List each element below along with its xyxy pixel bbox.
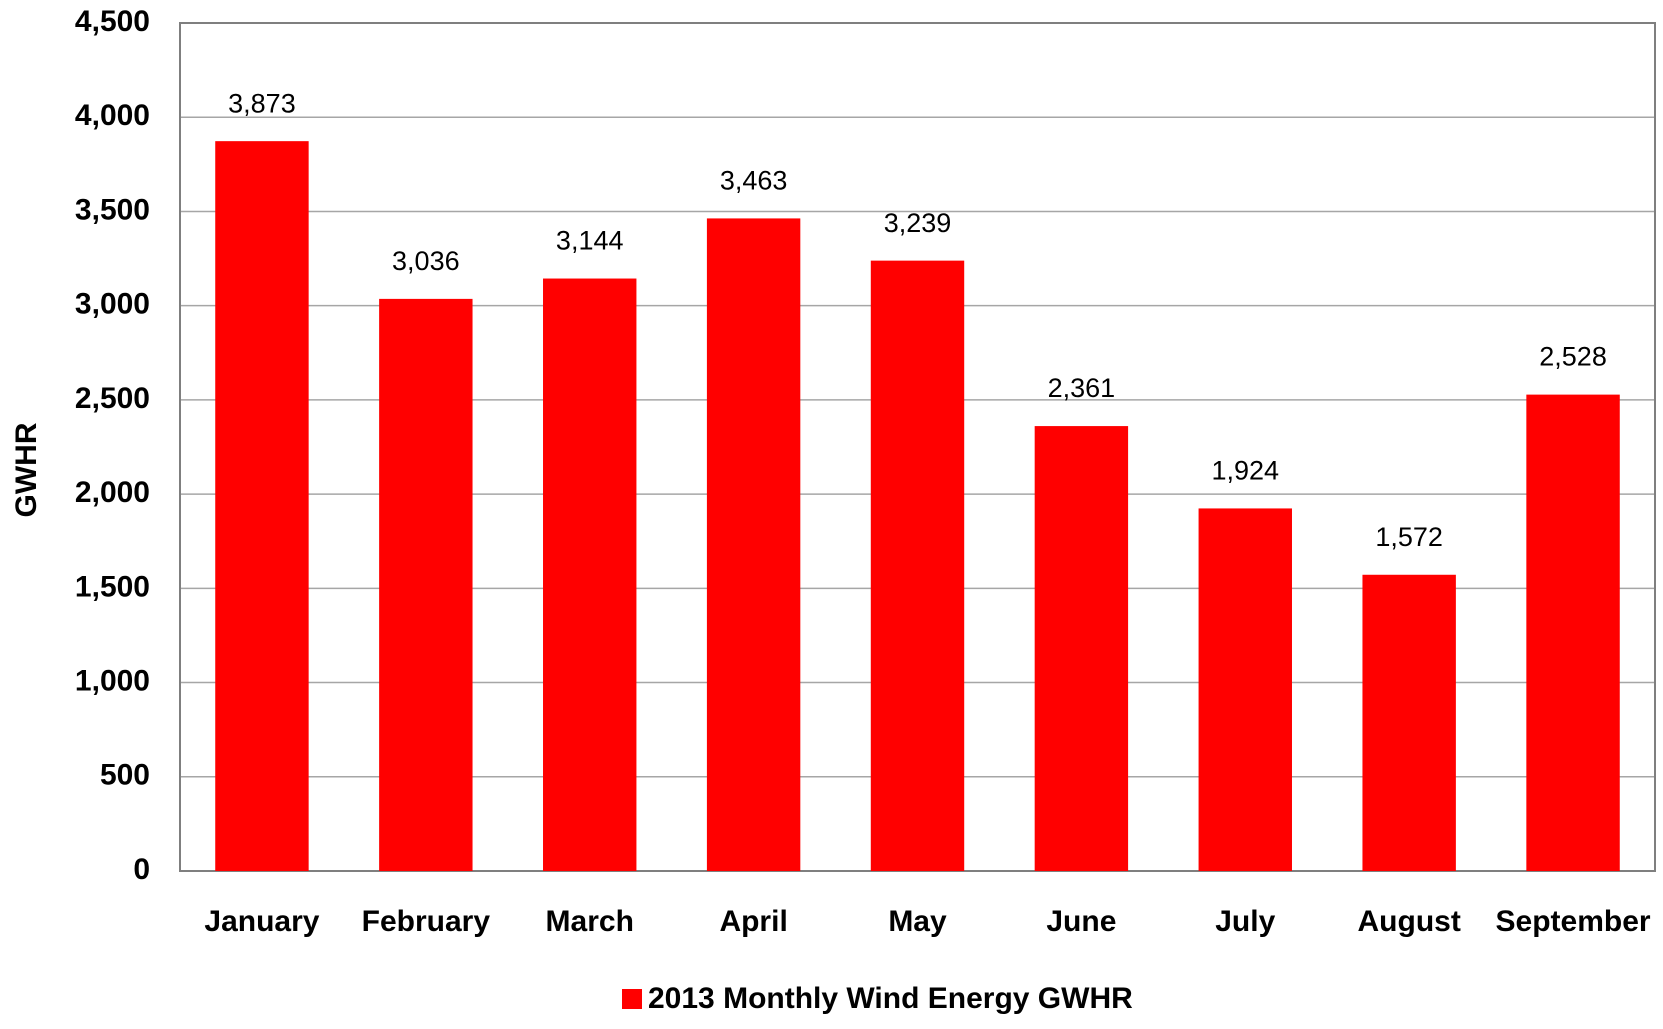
x-tick-label: June (1046, 905, 1116, 938)
y-tick-label: 3,000 (75, 288, 150, 321)
x-tick-label: February (362, 905, 491, 938)
y-tick-label: 2,000 (75, 476, 150, 509)
bar (1362, 574, 1456, 871)
data-label: 3,036 (392, 246, 460, 276)
x-tick-label: July (1215, 905, 1275, 938)
data-label: 3,873 (228, 88, 296, 118)
x-tick-label: May (888, 905, 947, 938)
x-tick-label: April (719, 905, 787, 938)
bar (1526, 394, 1620, 871)
data-label: 3,239 (884, 208, 952, 238)
bar (1198, 508, 1292, 871)
y-tick-label: 0 (133, 853, 150, 886)
data-label: 1,924 (1211, 456, 1279, 486)
bar (1034, 426, 1129, 871)
y-tick-label: 3,500 (75, 193, 150, 226)
x-tick-label: August (1358, 905, 1461, 938)
bar (379, 298, 473, 871)
data-label: 2,528 (1539, 342, 1607, 372)
bar (215, 141, 309, 871)
y-axis-label: GWHR (10, 422, 43, 517)
bar (706, 218, 801, 872)
data-label: 2,361 (1048, 373, 1116, 403)
bar (870, 260, 965, 872)
y-tick-label: 2,500 (75, 382, 150, 415)
y-tick-label: 4,000 (75, 99, 150, 132)
legend-swatch (622, 989, 642, 1009)
y-tick-label: 4,500 (75, 5, 150, 38)
y-tick-label: 500 (100, 759, 150, 792)
y-tick-label: 1,000 (75, 664, 150, 697)
x-tick-label: January (204, 905, 319, 938)
legend-label: 2013 Monthly Wind Energy GWHR (648, 982, 1133, 1015)
x-tick-label: March (546, 905, 634, 938)
x-tick-label: September (1496, 905, 1651, 938)
bar (543, 278, 637, 872)
data-label: 3,463 (720, 166, 788, 196)
data-label: 3,144 (556, 226, 624, 256)
data-label: 1,572 (1375, 522, 1443, 552)
y-tick-label: 1,500 (75, 570, 150, 603)
